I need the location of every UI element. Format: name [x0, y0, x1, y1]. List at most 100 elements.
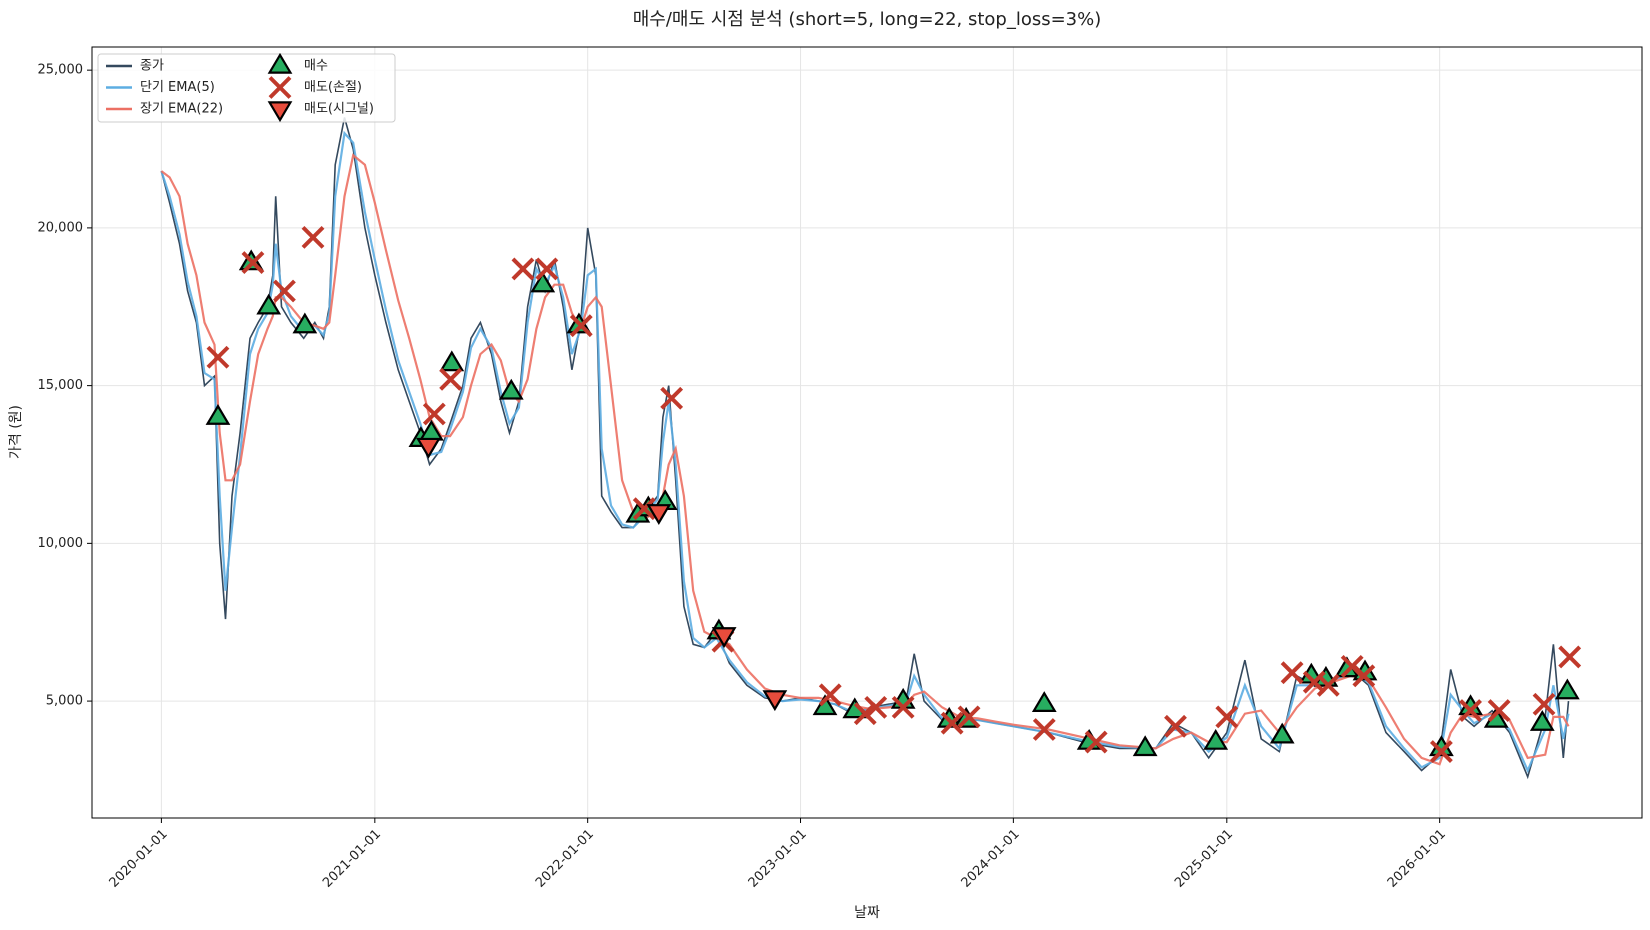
marker-sell	[711, 627, 737, 648]
marker-stroke	[1352, 664, 1376, 688]
marker-buy	[256, 293, 282, 315]
x-axis-label: 날짜	[854, 905, 880, 921]
marker-x	[511, 257, 535, 281]
marker-x	[632, 497, 656, 521]
marker-stroke	[1532, 692, 1556, 716]
marker-x	[535, 257, 559, 281]
chart-title: 매수/매도 시점 분석 (short=5, long=22, stop_loss…	[633, 9, 1102, 30]
marker-stroke	[241, 251, 265, 275]
marker-buy	[1554, 678, 1580, 700]
y-tick-label: 25,000	[38, 63, 84, 78]
marker-x	[206, 345, 230, 369]
marker-x	[864, 695, 888, 719]
marker-x	[301, 225, 325, 249]
y-tick-label: 10,000	[38, 536, 84, 551]
marker-buy	[1529, 710, 1555, 731]
marker-x	[1215, 705, 1239, 729]
marker-x	[569, 314, 593, 338]
marker-buy	[205, 404, 231, 425]
marker-x	[1032, 718, 1056, 741]
marker-buy	[812, 694, 838, 716]
marker-buy	[498, 378, 524, 400]
marker-stroke	[268, 76, 292, 99]
marker-x	[660, 386, 684, 410]
marker-sell	[267, 101, 293, 123]
marker-x	[1532, 692, 1556, 716]
plot-frame	[91, 46, 1643, 819]
marker-stroke	[569, 314, 593, 338]
y-tick-label: 5,000	[46, 694, 83, 709]
marker-buy	[1269, 722, 1295, 744]
marker-x	[241, 251, 265, 275]
marker-stroke	[1340, 654, 1364, 678]
marker-stroke	[1558, 645, 1582, 669]
x-tick-label: 2022-01-01	[533, 827, 597, 891]
marker-sell	[646, 504, 672, 525]
marker-buy	[267, 52, 293, 74]
y-tick-label: 15,000	[38, 378, 84, 393]
marker-stroke	[535, 257, 559, 281]
marker-x	[1459, 699, 1482, 722]
marker-sell	[416, 437, 441, 459]
marker-stroke	[301, 225, 325, 249]
plot	[160, 117, 1582, 780]
marker-stroke	[511, 257, 535, 281]
marker-x	[940, 711, 964, 735]
marker-buy	[1031, 691, 1057, 712]
marker-stroke	[891, 695, 915, 719]
marker-stroke	[1084, 730, 1108, 754]
marker-stroke	[940, 711, 964, 735]
legend-label: 종가	[140, 59, 164, 74]
marker-buy	[530, 271, 556, 293]
marker-x	[1164, 714, 1187, 738]
marker-stroke	[1215, 705, 1239, 729]
marker-x	[891, 695, 915, 719]
marker-buy	[1203, 728, 1229, 750]
grid	[92, 47, 1642, 818]
legend-box	[97, 53, 396, 123]
marker-stroke	[1280, 661, 1304, 685]
marker-x	[1352, 664, 1376, 688]
x-tick-label: 2020-01-01	[107, 827, 171, 891]
marker-buy	[439, 350, 465, 372]
marker-x	[1558, 645, 1582, 669]
marker-x	[1316, 673, 1340, 697]
marker-x	[1084, 730, 1108, 754]
marker-x	[273, 279, 296, 303]
marker-buy	[292, 312, 318, 334]
legend-label: 장기 EMA(22)	[140, 102, 223, 117]
marker-stroke	[273, 279, 296, 303]
marker-stroke	[1429, 740, 1453, 763]
marker-x	[957, 705, 981, 729]
marker-x	[422, 402, 446, 426]
marker-stroke	[1164, 714, 1187, 738]
legend-label: 매도(손절)	[304, 80, 362, 95]
marker-sell	[762, 690, 788, 712]
marker-stroke	[957, 705, 981, 729]
legend-label: 단기 EMA(5)	[140, 80, 215, 95]
marker-stroke	[1316, 673, 1340, 697]
marker-stroke	[439, 367, 463, 391]
marker-stroke	[818, 683, 842, 707]
marker-stroke	[1459, 699, 1482, 722]
marker-stroke	[853, 702, 877, 726]
marker-stroke	[660, 386, 684, 410]
marker-x	[1429, 740, 1453, 763]
marker-x	[818, 683, 842, 707]
x-tick-label: 2021-01-01	[320, 827, 384, 891]
marker-stroke	[1487, 699, 1511, 722]
y-axis-label: 가격 (원)	[8, 405, 24, 459]
marker-x	[439, 367, 463, 391]
marker-x	[268, 76, 292, 99]
marker-stroke	[864, 695, 888, 719]
x-tick-label: 2024-01-01	[959, 827, 1023, 891]
legend-label: 매도(시그널)	[304, 102, 374, 117]
marker-x	[853, 702, 877, 726]
marker-x	[1280, 661, 1304, 685]
marker-stroke	[422, 402, 446, 426]
y-tick-label: 20,000	[38, 220, 84, 235]
marker-stroke	[206, 345, 230, 369]
marker-stroke	[632, 497, 656, 521]
